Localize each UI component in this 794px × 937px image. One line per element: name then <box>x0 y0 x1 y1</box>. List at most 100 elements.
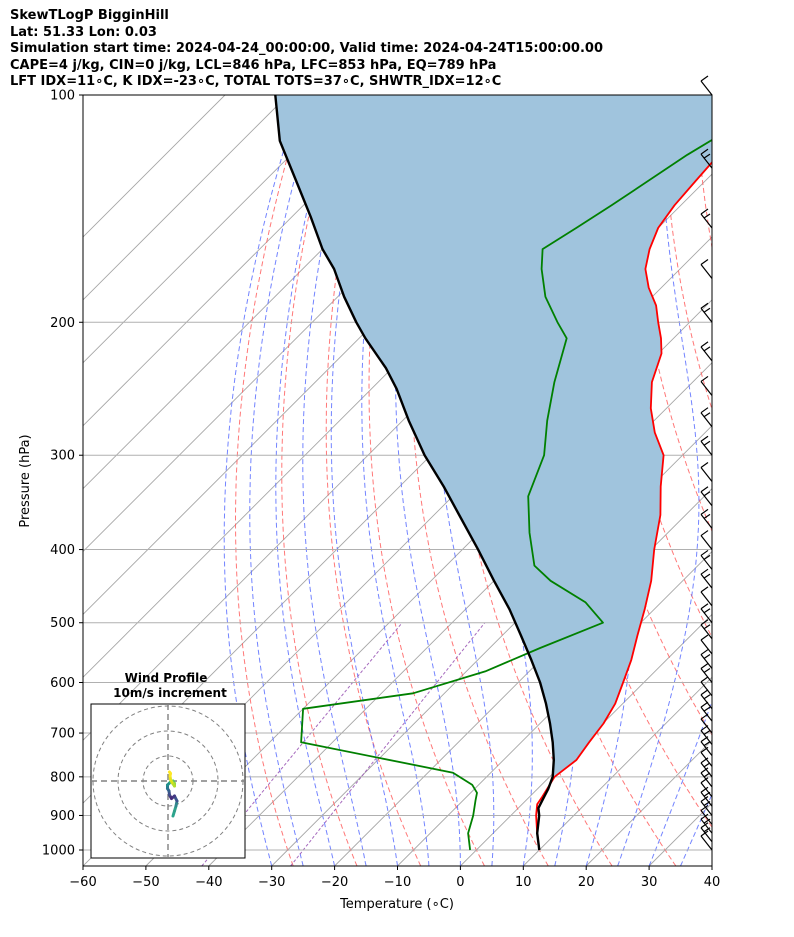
barb-shaft <box>700 681 713 697</box>
barb-shaft <box>700 694 713 710</box>
barb-flag <box>700 375 709 382</box>
barb-flag <box>703 307 711 313</box>
dry-adiabat-line <box>663 95 712 411</box>
dry-adiabat-line <box>729 95 794 866</box>
wind-barb <box>700 746 713 767</box>
temperature-line <box>535 161 712 851</box>
barb-flag <box>703 440 711 446</box>
dewpoint-line <box>300 138 712 851</box>
wind-barb <box>700 804 713 825</box>
wind-barb <box>700 549 713 570</box>
dry-adiabat-line <box>368 95 485 866</box>
barb-flag <box>703 706 711 712</box>
location-label: Lat: 51.33 Lon: 0.03 <box>10 24 157 40</box>
barb-shaft <box>700 668 713 683</box>
barb-flag <box>700 786 709 793</box>
barb-flag <box>700 767 709 774</box>
wind-barb <box>700 148 713 169</box>
isotherm-line <box>522 676 712 866</box>
wind-barb <box>700 713 713 734</box>
barb-shaft <box>700 381 713 396</box>
moist-adiabat-line <box>711 864 712 866</box>
wind-barb <box>700 208 713 229</box>
wind-barb <box>700 259 713 279</box>
x-tick-label: 40 <box>704 875 721 890</box>
barb-flag <box>700 795 709 802</box>
parcel-line <box>274 95 555 851</box>
wind-barb <box>700 486 713 507</box>
x-tick-label: 10 <box>515 875 532 890</box>
barb-flag <box>700 649 709 656</box>
wind-barb <box>700 830 713 851</box>
barb-shaft <box>700 153 713 169</box>
barb-shaft <box>700 782 713 798</box>
barb-flag <box>703 554 711 560</box>
barb-shaft <box>700 818 713 834</box>
barb-flag <box>700 341 709 348</box>
isotherm-line <box>83 95 289 301</box>
barb-flag <box>703 213 711 219</box>
barb-shaft <box>700 346 713 362</box>
barb-shaft <box>700 741 713 757</box>
barb-flag <box>703 153 711 159</box>
wind-barb <box>700 619 713 640</box>
dry-adiabat-line <box>325 95 422 866</box>
isotherm-line <box>83 95 226 238</box>
barb-shaft <box>700 535 713 550</box>
barb-flag <box>700 663 709 669</box>
wind-barb <box>700 603 713 624</box>
chart-title: SkewTLogP BigginHill <box>10 8 169 23</box>
y-tick-label: 700 <box>50 727 75 742</box>
barb-flag <box>703 827 711 833</box>
isotherm-line <box>83 95 352 364</box>
barb-flag <box>700 813 709 820</box>
barb-shaft <box>700 555 713 570</box>
x-tick-label: −10 <box>384 875 411 890</box>
barb-flag <box>700 75 709 82</box>
barb-shaft <box>700 772 713 788</box>
wind-barb <box>700 586 713 607</box>
barb-flag <box>703 694 711 700</box>
moist-adiabat-line <box>394 95 461 866</box>
y-axis: 100 200 300 400 500 600 700 800 900 1000 <box>42 89 83 859</box>
wind-barb <box>700 302 713 323</box>
wind-barb <box>700 530 713 550</box>
hodo-ring <box>117 730 219 832</box>
barb-flag <box>703 513 711 519</box>
barb-shaft <box>700 307 713 323</box>
x-tick-label: −20 <box>321 875 348 890</box>
barb-flag <box>700 830 709 837</box>
barb-flag <box>700 530 709 537</box>
cape-fill <box>275 95 712 789</box>
isotherm-line <box>711 865 712 866</box>
barb-flag <box>703 491 711 497</box>
x-tick-label: −30 <box>258 875 285 890</box>
wind-barb <box>700 407 713 428</box>
barb-shaft <box>700 514 713 529</box>
dry-adiabat-line <box>235 95 306 866</box>
time-label: Simulation start time: 2024-04-24_00:00:… <box>10 41 603 56</box>
x-tick-label: −40 <box>195 875 222 890</box>
hodograph-title: Wind Profile <box>125 671 208 685</box>
barb-shaft <box>700 718 713 734</box>
barb-flag <box>703 668 711 674</box>
mixing-ratio-line <box>290 622 486 866</box>
barb-shaft <box>700 810 713 825</box>
y-tick-label: 100 <box>50 89 75 104</box>
wind-barb <box>700 341 713 362</box>
wind-barb <box>700 508 713 529</box>
y-axis-label: Pressure (hPa) <box>18 434 33 527</box>
barb-shaft <box>700 827 713 843</box>
wind-barb <box>700 663 713 683</box>
barb-flag <box>700 508 709 515</box>
indices-label: LFT IDX=11∘C, K IDX=-23∘C, TOTAL TOTS=37… <box>10 74 502 89</box>
cape-label: CAPE=4 j/kg, CIN=0 j/kg, LCL=846 hPa, LF… <box>10 57 497 73</box>
x-tick-label: 20 <box>578 875 595 890</box>
wind-barb <box>700 375 713 396</box>
x-axis-label: Temperature (∘C) <box>339 897 454 912</box>
barb-shaft <box>700 835 713 851</box>
barb-flag <box>703 730 711 736</box>
barb-flag <box>700 676 709 683</box>
x-tick-label: 0 <box>456 875 464 890</box>
barb-shaft <box>700 706 713 722</box>
